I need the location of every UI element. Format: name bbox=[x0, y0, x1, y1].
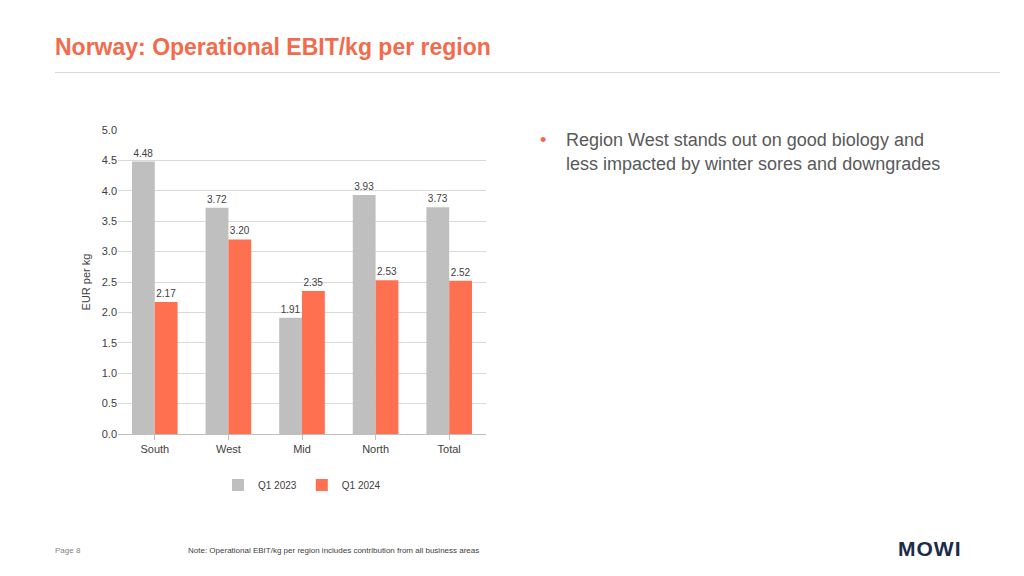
svg-text:2.53: 2.53 bbox=[377, 266, 397, 277]
svg-text:South: South bbox=[140, 443, 169, 455]
svg-text:Q1 2024: Q1 2024 bbox=[342, 480, 381, 491]
svg-text:North: North bbox=[362, 443, 389, 455]
svg-text:EUR per kg: EUR per kg bbox=[80, 254, 92, 311]
svg-text:4.0: 4.0 bbox=[102, 185, 117, 197]
svg-text:0.0: 0.0 bbox=[102, 428, 117, 440]
html-text:Region West stands out on good: Region West stands out on good biology a… bbox=[566, 130, 941, 174]
svg-text:2.5: 2.5 bbox=[102, 276, 117, 288]
svg-text:3.72: 3.72 bbox=[207, 194, 227, 205]
html-text:Note: Operational EBIT/kg per: Note: Operational EBIT/kg per region inc… bbox=[188, 546, 480, 555]
svg-text:Q1 2023: Q1 2023 bbox=[258, 480, 297, 491]
svg-text:2.0: 2.0 bbox=[102, 306, 117, 318]
html-text:Page 8: Page 8 bbox=[55, 546, 81, 555]
svg-text:Total: Total bbox=[438, 443, 461, 455]
svg-text:3.93: 3.93 bbox=[354, 181, 374, 192]
svg-text:1.91: 1.91 bbox=[281, 304, 301, 315]
svg-text:0.5: 0.5 bbox=[102, 397, 117, 409]
svg-text:3.0: 3.0 bbox=[102, 245, 117, 257]
svg-text:3.20: 3.20 bbox=[230, 225, 250, 236]
svg-text:1.0: 1.0 bbox=[102, 367, 117, 379]
svg-text:3.5: 3.5 bbox=[102, 215, 117, 227]
svg-text:4.48: 4.48 bbox=[133, 148, 153, 159]
html-text:MOWI: MOWI bbox=[898, 537, 962, 560]
svg-text:1.5: 1.5 bbox=[102, 337, 117, 349]
svg-text:3.73: 3.73 bbox=[428, 193, 448, 204]
svg-text:2.52: 2.52 bbox=[451, 267, 471, 278]
svg-text:2.17: 2.17 bbox=[156, 288, 176, 299]
svg-text:West: West bbox=[216, 443, 241, 455]
svg-text:Mid: Mid bbox=[293, 443, 311, 455]
svg-text:5.0: 5.0 bbox=[102, 124, 117, 136]
svg-text:2.35: 2.35 bbox=[303, 277, 323, 288]
html-text:Norway: Operational EBIT/kg pe: Norway: Operational EBIT/kg per region bbox=[55, 34, 491, 60]
svg-text:4.5: 4.5 bbox=[102, 154, 117, 166]
